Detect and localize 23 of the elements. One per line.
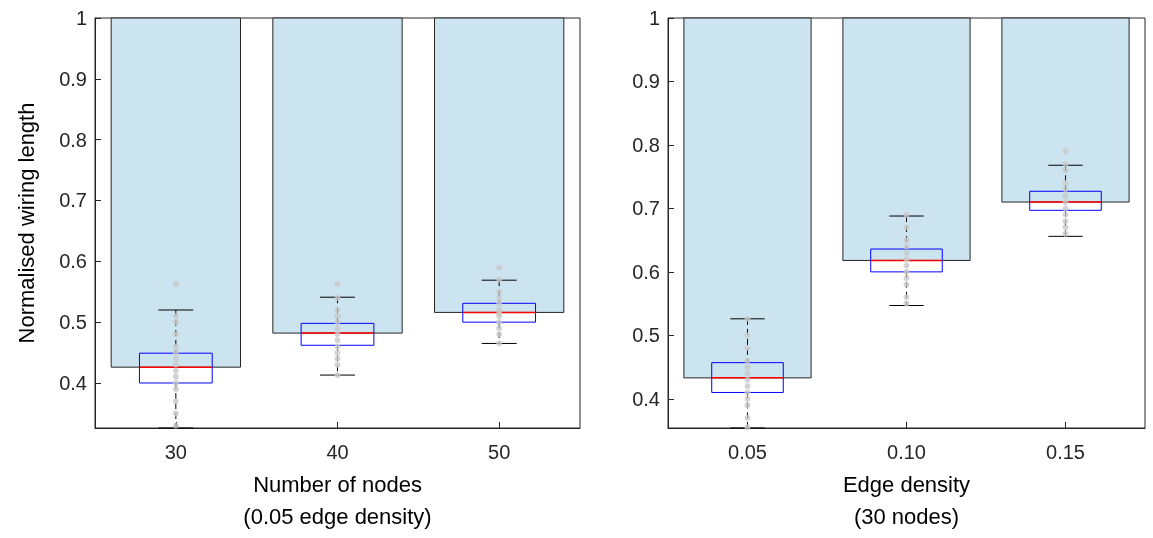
x-tick-label: 30: [164, 441, 187, 463]
y-tick-label: 0.4: [59, 371, 87, 394]
y-tick-label: 1: [75, 7, 87, 29]
y-tick-label: 1: [648, 7, 660, 29]
x-axis-title: Number of nodes (0.05 edge density): [243, 471, 432, 529]
y-tick-label: 0.5: [59, 311, 87, 334]
x-axis-title: Edge density (30 nodes): [842, 471, 971, 529]
y-tick-label: 0.8: [59, 128, 87, 151]
y-tick-label: 0.6: [632, 260, 660, 283]
x-tick-label: 0.05: [728, 441, 767, 463]
x-tick-label: 50: [488, 441, 511, 463]
x-tick-label: 0.10: [887, 441, 926, 463]
y-tick-label: 0.9: [632, 70, 660, 93]
y-tick-label: 0.7: [59, 189, 87, 212]
y-tick-label: 0.4: [632, 387, 660, 410]
y-tick-label: 0.5: [632, 324, 660, 347]
y-tick-label: 0.6: [59, 250, 87, 273]
y-tick-label: 0.7: [632, 197, 660, 220]
y-axis-title: Normalised wiring length: [13, 102, 39, 344]
x-tick-label: 0.15: [1046, 441, 1085, 463]
x-tick-label: 40: [326, 441, 349, 463]
y-tick-label: 0.9: [59, 67, 87, 90]
y-tick-label: 0.8: [632, 133, 660, 156]
